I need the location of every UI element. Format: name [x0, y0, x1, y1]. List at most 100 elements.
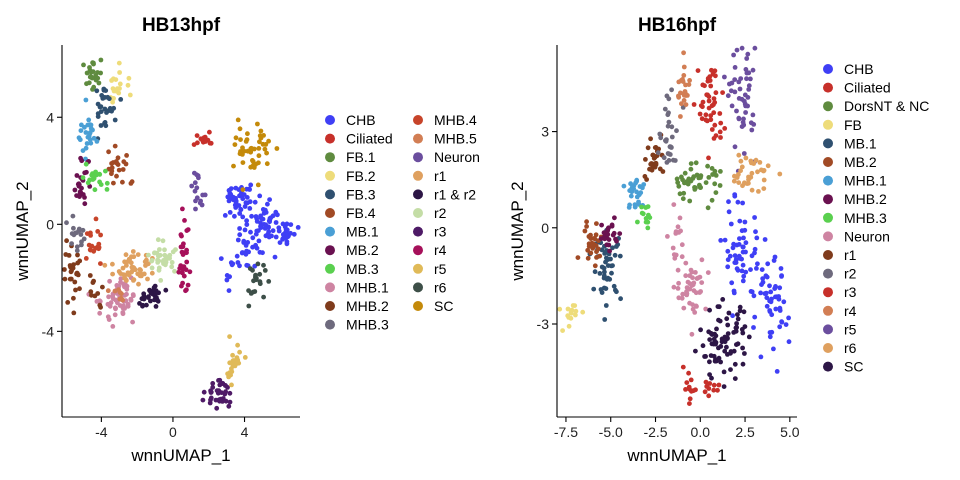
point — [758, 354, 764, 360]
point — [237, 263, 242, 269]
legend-swatch — [325, 226, 335, 237]
chart-title: HB13hpf — [142, 15, 221, 36]
series-neuron — [665, 202, 711, 337]
legend-item: MB.1 — [823, 135, 877, 151]
point — [127, 257, 132, 263]
point — [716, 382, 722, 388]
point — [77, 286, 82, 292]
point — [603, 303, 609, 308]
point — [575, 255, 581, 260]
point — [565, 313, 571, 319]
point — [263, 210, 269, 215]
point — [693, 160, 699, 166]
point — [87, 273, 93, 278]
point — [737, 236, 742, 242]
legend-swatch — [823, 343, 833, 353]
point — [709, 67, 714, 73]
point — [207, 140, 213, 146]
point — [251, 278, 256, 284]
point — [62, 267, 67, 272]
point — [145, 261, 151, 267]
point — [739, 124, 745, 129]
point — [262, 226, 268, 231]
point — [104, 187, 110, 192]
point — [80, 175, 86, 181]
legend-item: FB.4 — [325, 205, 376, 221]
point — [639, 210, 645, 216]
point — [734, 342, 739, 347]
point — [195, 140, 200, 146]
point — [707, 307, 712, 313]
point — [693, 303, 699, 309]
point — [645, 219, 651, 225]
legend-swatch — [413, 226, 423, 237]
point — [781, 299, 787, 305]
point — [746, 334, 752, 340]
point — [233, 185, 239, 191]
point — [153, 304, 159, 309]
point — [98, 123, 104, 128]
point — [98, 182, 104, 188]
point — [588, 234, 593, 240]
point — [200, 397, 206, 403]
point — [86, 80, 92, 86]
point — [591, 286, 597, 292]
legend-swatch — [823, 175, 833, 186]
legend-swatch — [325, 189, 335, 200]
point — [213, 397, 219, 403]
point — [737, 218, 743, 224]
point — [123, 277, 129, 282]
chart-title: HB16hpf — [638, 15, 717, 36]
point — [241, 240, 247, 245]
point — [691, 102, 697, 107]
legend-label: FB.1 — [346, 149, 376, 165]
point — [98, 261, 103, 266]
point — [727, 253, 733, 259]
point — [244, 186, 250, 192]
point — [673, 231, 679, 236]
series-r4 — [176, 206, 193, 294]
legend-label: Neuron — [844, 228, 890, 244]
point — [178, 244, 184, 250]
point — [680, 364, 686, 370]
point — [708, 83, 714, 89]
point — [139, 273, 144, 279]
legend-item: SC — [413, 298, 453, 314]
point — [742, 101, 748, 107]
point — [680, 291, 686, 297]
point — [77, 192, 82, 198]
point — [252, 199, 258, 205]
point — [731, 178, 737, 184]
point — [152, 297, 157, 303]
series-fb — [557, 303, 586, 333]
legend-swatch — [823, 119, 833, 130]
x-axis-label: wnnUMAP_1 — [626, 446, 726, 465]
point — [254, 245, 260, 251]
point — [635, 219, 640, 225]
point — [713, 190, 719, 196]
point — [266, 279, 272, 284]
legend-label: MHB.3 — [346, 317, 389, 333]
point — [695, 68, 701, 73]
point — [679, 254, 685, 260]
point — [272, 254, 278, 260]
point — [746, 83, 752, 89]
legend-label: MHB.3 — [844, 210, 887, 226]
point — [748, 76, 753, 82]
point — [203, 137, 208, 142]
point — [767, 309, 773, 314]
series-r4 — [676, 50, 692, 119]
point — [734, 47, 740, 53]
point — [737, 308, 743, 314]
point — [754, 235, 760, 241]
point — [273, 220, 279, 225]
point — [89, 292, 94, 298]
point — [226, 403, 232, 409]
point — [711, 136, 717, 141]
point — [198, 198, 204, 204]
point — [240, 196, 246, 202]
point — [112, 288, 118, 294]
legend-item: r6 — [413, 279, 447, 295]
point — [223, 389, 229, 395]
